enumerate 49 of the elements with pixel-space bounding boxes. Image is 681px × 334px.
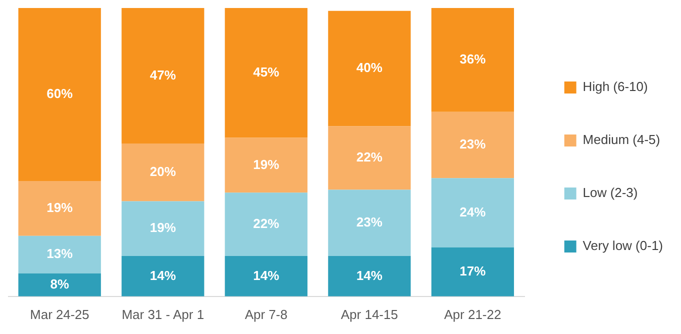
bar <box>122 201 204 256</box>
data-label: 23% <box>356 214 383 230</box>
x-tick-label: Mar 31 - Apr 1 <box>122 306 204 322</box>
bar <box>328 190 411 256</box>
data-label: 22% <box>253 216 280 231</box>
bar <box>18 181 101 236</box>
bar <box>224 192 308 256</box>
legend-label: Low (2-3) <box>582 185 638 200</box>
bar <box>18 273 101 296</box>
data-label: 36% <box>460 51 486 66</box>
bar <box>431 8 514 112</box>
legend-label: Very low (0-1) <box>582 238 664 254</box>
bar <box>328 10 411 126</box>
bar <box>18 236 101 274</box>
bar <box>431 112 514 178</box>
legend-label: Medium (4-5) <box>582 132 660 148</box>
data-label: 17% <box>460 263 486 278</box>
data-label: 20% <box>150 164 176 179</box>
data-label: 47% <box>150 67 176 82</box>
data-label: 14% <box>356 268 383 283</box>
bar <box>431 178 514 248</box>
data-label: 14% <box>253 268 280 283</box>
bar <box>224 138 308 193</box>
data-label: 60% <box>46 86 74 102</box>
data-label: 19% <box>253 156 280 172</box>
bar <box>122 8 204 144</box>
data-label: 14% <box>150 268 176 283</box>
bar <box>18 8 101 182</box>
bar <box>224 8 308 138</box>
bar <box>122 256 204 296</box>
data-label: 23% <box>460 136 486 152</box>
data-label: 8% <box>50 276 70 292</box>
data-label: 45% <box>253 64 280 80</box>
x-tick-label: Apr 7-8 <box>244 306 288 322</box>
legend-label: High (6-10) <box>582 79 648 94</box>
x-tick-label: Apr 21-22 <box>444 306 502 322</box>
data-label: 13% <box>46 246 74 262</box>
data-label: 22% <box>356 150 383 165</box>
bar <box>431 247 514 296</box>
data-label: 40% <box>356 60 383 76</box>
data-label: 19% <box>150 220 176 236</box>
bar <box>122 144 204 202</box>
x-tick-label: Mar 24-25 <box>30 306 90 322</box>
bar <box>328 256 411 296</box>
data-label: 24% <box>460 204 486 220</box>
bar <box>224 256 308 296</box>
x-tick-label: Apr 14-15 <box>340 306 398 322</box>
bar <box>328 126 411 190</box>
data-label: 19% <box>46 200 74 216</box>
